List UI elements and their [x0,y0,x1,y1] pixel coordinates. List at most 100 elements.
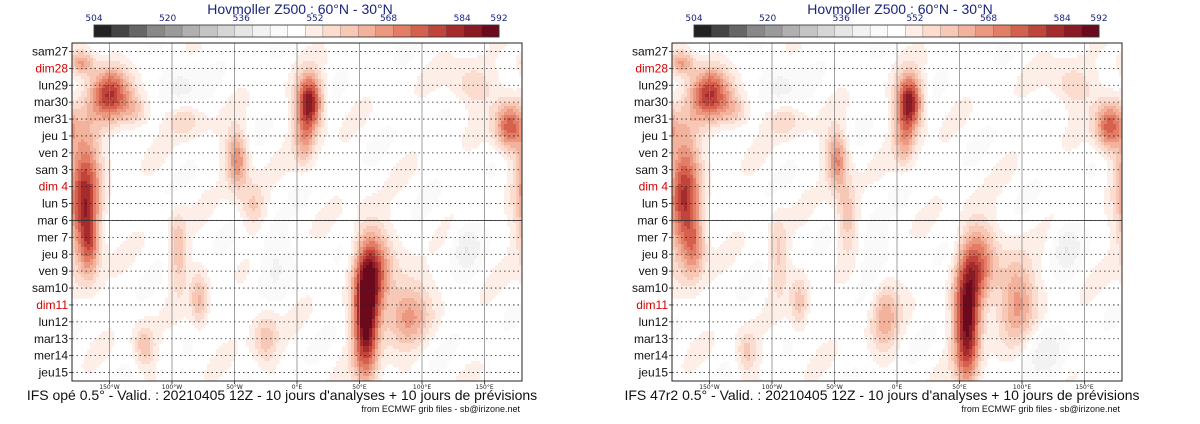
field-cell [150,172,154,176]
field-cell [468,61,472,65]
field-cell [378,154,382,158]
field-cell [279,235,283,239]
field-cell [222,169,226,173]
field-cell [474,229,478,233]
field-cell [96,115,100,119]
field-cell [294,166,298,170]
field-cell [489,88,493,92]
field-cell [507,106,511,110]
field-cell [324,226,328,230]
field-cell [513,223,517,227]
field-cell [189,70,193,74]
field-cell [291,214,295,218]
field-cell [372,136,376,140]
field-cell [126,112,130,116]
field-cell [357,115,361,119]
field-cell [195,49,199,53]
field-cell [378,217,382,221]
field-cell [72,46,76,50]
field-cell [273,175,277,179]
field-cell [495,139,499,143]
field-cell [81,154,85,158]
field-cell [219,157,223,161]
field-cell [510,208,514,212]
field-cell [345,127,349,131]
field-cell [414,88,418,92]
field-cell [279,241,283,245]
field-cell [153,145,157,149]
field-cell [429,70,433,74]
field-cell [495,109,499,113]
field-cell [432,196,436,200]
field-cell [132,67,136,71]
field-cell [411,151,415,155]
field-cell [144,166,148,170]
field-cell [75,64,79,68]
field-cell [297,202,301,206]
field-cell [96,82,100,86]
field-cell [345,136,349,140]
field-cell [93,133,97,137]
field-cell [489,127,493,131]
field-cell [111,61,115,65]
field-cell [87,124,91,128]
field-cell [246,217,250,221]
field-cell [222,133,226,137]
field-cell [120,55,124,59]
field-cell [144,103,148,107]
field-cell [216,199,220,203]
field-cell [441,76,445,80]
field-cell [384,181,388,185]
field-cell [87,244,91,248]
field-cell [267,178,271,182]
field-cell [318,229,322,233]
field-cell [468,112,472,116]
field-cell [228,241,232,245]
field-cell [438,193,442,197]
field-cell [228,235,232,239]
field-cell [297,190,301,194]
field-cell [96,187,100,191]
field-cell [96,136,100,140]
field-cell [516,157,520,161]
field-cell [318,145,322,149]
field-cell [462,76,466,80]
field-cell [516,121,520,125]
field-cell [228,184,232,188]
field-cell [516,109,520,113]
field-cell [441,64,445,68]
field-cell [255,229,259,233]
colorbar-swatch [428,24,447,38]
field-cell [228,244,232,248]
field-cell [228,154,232,158]
field-cell [189,82,193,86]
field-cell [489,100,493,104]
field-cell [252,187,256,191]
field-cell [450,67,454,71]
field-cell [192,43,196,47]
field-cell [507,184,511,188]
field-cell [513,115,517,119]
field-cell [228,238,232,242]
field-cell [312,109,316,113]
field-cell [177,127,181,131]
field-cell [135,241,139,245]
field-cell [315,85,319,89]
field-cell [366,103,370,107]
field-cell [276,46,280,50]
field-cell [141,238,145,242]
field-cell [516,190,520,194]
field-cell [348,133,352,137]
field-cell [471,229,475,233]
field-cell [258,220,262,224]
field-cell [75,241,79,245]
field-cell [441,238,445,242]
field-cell [459,70,463,74]
field-cell [180,130,184,134]
field-cell [138,235,142,239]
colorbar-swatch [393,24,412,38]
field-cell [237,124,241,128]
field-cell [390,226,394,230]
field-cell [471,238,475,242]
field-cell [321,46,325,50]
